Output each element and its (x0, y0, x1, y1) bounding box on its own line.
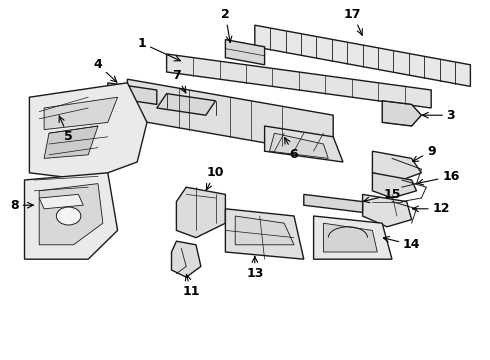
Text: 5: 5 (59, 117, 73, 143)
Text: 8: 8 (10, 199, 33, 212)
Polygon shape (108, 83, 157, 104)
Text: 13: 13 (246, 257, 264, 280)
Polygon shape (39, 184, 103, 245)
Polygon shape (39, 194, 83, 209)
Text: 1: 1 (138, 37, 180, 60)
Text: 3: 3 (423, 109, 455, 122)
Polygon shape (44, 126, 98, 158)
Polygon shape (172, 241, 201, 277)
Text: 14: 14 (384, 238, 420, 251)
Text: 17: 17 (344, 8, 362, 35)
Polygon shape (382, 101, 421, 126)
Circle shape (56, 207, 81, 225)
Text: 15: 15 (364, 188, 401, 201)
Polygon shape (29, 83, 147, 180)
Text: 7: 7 (172, 69, 186, 93)
Polygon shape (255, 25, 470, 86)
Text: 6: 6 (285, 138, 298, 161)
Polygon shape (323, 223, 377, 252)
Text: 11: 11 (182, 275, 200, 298)
Polygon shape (265, 126, 343, 162)
Text: 4: 4 (94, 58, 117, 82)
Polygon shape (157, 94, 216, 115)
Polygon shape (225, 40, 265, 65)
Polygon shape (372, 151, 421, 180)
Polygon shape (372, 173, 416, 198)
Polygon shape (176, 187, 225, 238)
Text: 10: 10 (206, 166, 224, 190)
Polygon shape (314, 216, 392, 259)
Text: 2: 2 (221, 8, 230, 42)
Text: 9: 9 (413, 145, 436, 161)
Polygon shape (167, 54, 431, 108)
Polygon shape (127, 79, 333, 155)
Text: 12: 12 (413, 202, 450, 215)
Polygon shape (363, 194, 412, 227)
Polygon shape (24, 173, 118, 259)
Polygon shape (270, 133, 328, 158)
Polygon shape (44, 97, 118, 130)
Text: 16: 16 (418, 170, 460, 183)
Polygon shape (225, 209, 304, 259)
Polygon shape (235, 216, 294, 245)
Polygon shape (304, 194, 363, 212)
